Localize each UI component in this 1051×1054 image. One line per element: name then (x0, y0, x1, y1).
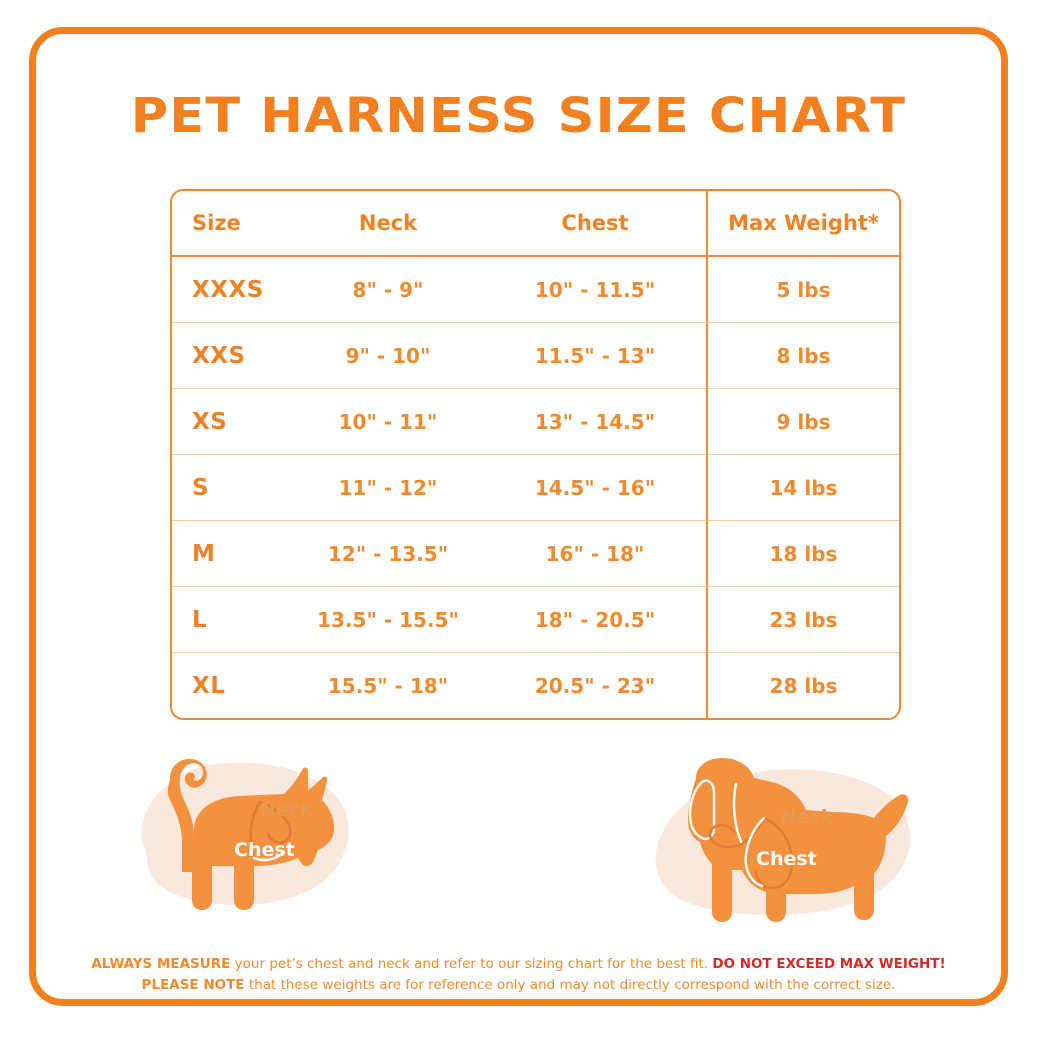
cell-weight: 9 lbs (706, 389, 899, 455)
table-row: L 13.5" - 15.5" 18" - 20.5" 23 lbs (172, 587, 899, 653)
cell-chest: 20.5" - 23" (534, 673, 656, 698)
cell-size: XS (172, 389, 292, 455)
cell-chest: 10" - 11.5" (484, 257, 706, 323)
cell-weight: 28 lbs (706, 653, 899, 718)
footer-note: ALWAYS MEASURE your pet’s chest and neck… (36, 954, 1001, 996)
table-row: XL 15.5" - 18" 20.5" - 23" 28 lbs (172, 653, 899, 718)
column-header-neck: Neck (292, 191, 484, 257)
illustrations-row: Neck Chest Neck Chest (36, 734, 1001, 964)
size-chart-card: PET HARNESS SIZE CHART Size Neck Chest M… (29, 27, 1008, 1006)
size-table: Size Neck Chest Max Weight* XXXS 8" - 9"… (170, 189, 901, 720)
table-header-row: Size Neck Chest Max Weight* (172, 191, 899, 257)
cell-weight: 23 lbs (706, 587, 899, 653)
footer-line-2: PLEASE NOTE that these weights are for r… (36, 975, 1001, 996)
cell-chest: 18" - 20.5" (484, 587, 706, 653)
cell-chest: 16" - 18" (484, 521, 706, 587)
dog-icon (655, 758, 911, 922)
footer-max-weight-warning: DO NOT EXCEED MAX WEIGHT! (712, 956, 946, 972)
column-header-size: Size (172, 191, 292, 257)
cell-weight: 18 lbs (706, 521, 899, 587)
footer-always-measure: ALWAYS MEASURE (91, 956, 231, 972)
size-table-container: Size Neck Chest Max Weight* XXXS 8" - 9"… (170, 189, 901, 720)
table-body: XXXS 8" - 9" 10" - 11.5" 5 lbs XXS 9" - … (172, 257, 899, 718)
cell-size: M (172, 521, 292, 587)
cell-neck: 12" - 13.5" (292, 521, 484, 587)
cell-chest: 14.5" - 16" (484, 455, 706, 521)
table-row: S 11" - 12" 14.5" - 16" 14 lbs (172, 455, 899, 521)
cat-icon (141, 758, 349, 910)
column-header-max-weight: Max Weight* (706, 191, 899, 257)
cell-neck: 13.5" - 15.5" (292, 587, 484, 653)
cell-neck: 9" - 10" (292, 323, 484, 389)
cell-chest: 13" - 14.5" (484, 389, 706, 455)
table-header: Size Neck Chest Max Weight* (172, 191, 899, 257)
cell-neck: 10" - 11" (292, 389, 484, 455)
cell-neck: 11" - 12" (292, 455, 484, 521)
table-row: XXXS 8" - 9" 10" - 11.5" 5 lbs (172, 257, 899, 323)
table-row: M 12" - 13.5" 16" - 18" 18 lbs (172, 521, 899, 587)
cell-size: S (172, 455, 292, 521)
cell-weight: 14 lbs (706, 455, 899, 521)
cell-size: XXS (172, 323, 292, 389)
footer-please-note: PLEASE NOTE (141, 977, 245, 993)
footer-line1-mid: your pet’s chest and neck and refer to o… (230, 956, 713, 972)
page-title: PET HARNESS SIZE CHART (130, 88, 907, 144)
cell-size: L (172, 587, 292, 653)
table-row: XS 10" - 11" 13" - 14.5" 9 lbs (172, 389, 899, 455)
cell-neck: 15.5" - 18" (327, 673, 449, 698)
footer-line2-rest: that these weights are for reference onl… (244, 977, 896, 993)
cell-size: XXXS (172, 257, 292, 323)
column-header-chest: Chest (484, 191, 706, 257)
cell-chest: 11.5" - 13" (484, 323, 706, 389)
table-row: XXS 9" - 10" 11.5" - 13" 8 lbs (172, 323, 899, 389)
cell-weight: 8 lbs (706, 323, 899, 389)
footer-line-1: ALWAYS MEASURE your pet’s chest and neck… (36, 954, 1001, 975)
cell-weight: 5 lbs (706, 257, 899, 323)
dog-illustration: Neck Chest (636, 734, 936, 949)
cell-neck: 8" - 9" (292, 257, 484, 323)
cat-illustration: Neck Chest (108, 734, 398, 949)
cell-size: XL (192, 672, 226, 699)
